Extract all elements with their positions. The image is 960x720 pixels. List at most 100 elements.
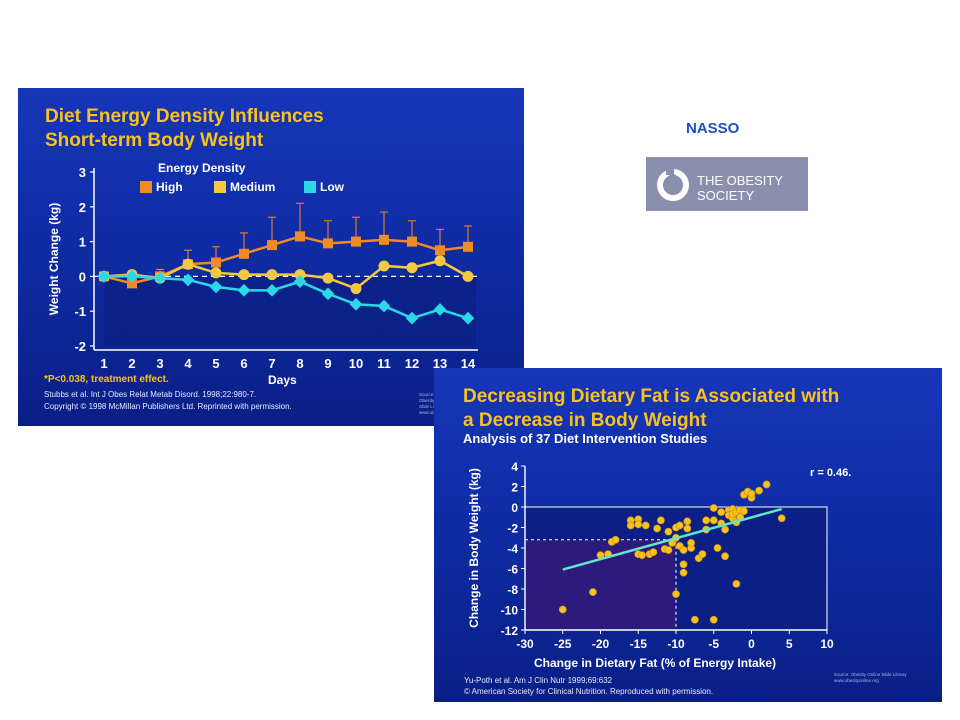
scatter-point bbox=[713, 544, 722, 552]
point-medium bbox=[238, 269, 250, 281]
point-medium bbox=[350, 283, 362, 295]
chart2-x-tick-label: 10 bbox=[820, 637, 834, 651]
point-high bbox=[379, 234, 389, 245]
chart2-source: Source: Obesity Online Slide Library www… bbox=[834, 672, 907, 683]
scatter-point bbox=[626, 521, 635, 530]
point-high bbox=[463, 241, 473, 252]
chart1-x-tick-label: 6 bbox=[240, 356, 247, 371]
point-high bbox=[239, 248, 249, 259]
point-low bbox=[461, 311, 475, 325]
point-low bbox=[377, 299, 391, 313]
point-low bbox=[97, 270, 111, 283]
point-low bbox=[209, 280, 223, 294]
point-high bbox=[435, 245, 445, 256]
point-low bbox=[405, 311, 419, 325]
chart1-x-tick-label: 1 bbox=[100, 356, 107, 371]
chart2-xlabel: Change in Dietary Fat (% of Energy Intak… bbox=[534, 656, 777, 670]
scatter-point bbox=[709, 504, 718, 512]
chart2-y-tick-label: -2 bbox=[507, 522, 518, 536]
point-low bbox=[125, 270, 139, 283]
chart2-copyright: © American Society for Clinical Nutritio… bbox=[464, 687, 714, 696]
chart2-y-tick-label: 4 bbox=[511, 460, 518, 474]
chart2-x-tick-label: -5 bbox=[708, 637, 719, 651]
point-medium bbox=[182, 258, 194, 270]
point-medium bbox=[322, 272, 334, 284]
scatter-point bbox=[679, 546, 688, 554]
chart1-significance-note: *P<0.038, treatment effect. bbox=[44, 374, 169, 385]
chart1-y-tick-label: 2 bbox=[79, 200, 86, 215]
chart1-citation: Stubbs et al. Int J Obes Relat Metab Dis… bbox=[44, 390, 257, 399]
scatter-point bbox=[634, 520, 643, 529]
chart2-r-value: r = 0.46. bbox=[810, 467, 852, 479]
point-high bbox=[323, 238, 333, 249]
scatter-point bbox=[747, 489, 756, 498]
point-medium bbox=[462, 270, 474, 282]
chart1-x-tick-label: 5 bbox=[212, 356, 219, 371]
chart1-y-tick-label: -2 bbox=[74, 339, 86, 354]
chart1-x-tick-label: 4 bbox=[184, 356, 192, 371]
chart1-negative-region bbox=[104, 276, 476, 346]
point-high bbox=[407, 236, 417, 247]
chart2-trend-line bbox=[562, 507, 783, 571]
point-low bbox=[265, 283, 279, 297]
logo-text-line1: THE OBESITY bbox=[697, 173, 783, 188]
scatter-point bbox=[656, 516, 665, 525]
point-low bbox=[153, 271, 167, 285]
scatter-point bbox=[558, 605, 567, 614]
scatter-point bbox=[709, 615, 718, 624]
legend-medium: Medium bbox=[214, 180, 275, 194]
scatter-point bbox=[679, 560, 688, 569]
chart1-x-tick-label: 7 bbox=[268, 356, 275, 371]
chart2-x-tick-label: 0 bbox=[748, 637, 755, 651]
chart2-x-tick-label: -15 bbox=[630, 637, 648, 651]
scatter-point bbox=[675, 521, 684, 530]
chart1-x-tick-label: 11 bbox=[377, 356, 391, 371]
chart2-title-line2: a Decrease in Body Weight bbox=[463, 410, 707, 431]
chart2-y-tick-label: -10 bbox=[501, 604, 519, 618]
scatter-point bbox=[683, 524, 692, 533]
point-low bbox=[293, 275, 307, 288]
scatter-point bbox=[698, 550, 707, 559]
scatter-point bbox=[672, 590, 680, 599]
point-low bbox=[349, 297, 363, 311]
legend-low-swatch bbox=[304, 181, 316, 193]
chart1-x-tick-label: 3 bbox=[156, 356, 163, 371]
point-low bbox=[237, 283, 251, 297]
chart1-title-line2: Short-term Body Weight bbox=[45, 130, 264, 151]
scatter-point bbox=[683, 517, 692, 526]
point-medium bbox=[266, 269, 278, 281]
chart1-x-tick-label: 8 bbox=[296, 356, 303, 371]
scatter-point bbox=[762, 480, 771, 489]
dietary-fat-chart-panel: Decreasing Dietary Fat is Associated wit… bbox=[434, 368, 942, 702]
chart1-y-tick-label: 3 bbox=[79, 165, 86, 180]
scatter-point bbox=[709, 516, 718, 525]
chart2-y-tick-label: -4 bbox=[507, 542, 518, 556]
point-medium bbox=[210, 267, 222, 279]
chart1-y-tick-label: -1 bbox=[74, 304, 86, 319]
point-medium bbox=[434, 255, 446, 267]
point-high bbox=[211, 257, 221, 268]
legend-low-label: Low bbox=[320, 180, 344, 194]
chart2-x-tick-label: -20 bbox=[592, 637, 610, 651]
chart1-x-tick-label: 2 bbox=[128, 356, 135, 371]
scatter-point bbox=[717, 508, 726, 517]
chart2-y-tick-label: -8 bbox=[507, 583, 518, 597]
chart1-copyright: Copyright © 1998 McMillan Publishers Ltd… bbox=[44, 402, 292, 411]
chart2-x-tick-label: 5 bbox=[786, 637, 793, 651]
chart2-y-tick-label: -6 bbox=[507, 563, 518, 577]
chart2-x-tick-label: -10 bbox=[667, 637, 685, 651]
legend-high: High bbox=[140, 180, 183, 194]
chart2-citation: Yu-Poth et al. Am J Clin Nutr 1999;69:63… bbox=[464, 676, 613, 685]
scatter-point bbox=[702, 516, 711, 525]
scatter-point bbox=[638, 551, 646, 560]
chart1-x-tick-label: 12 bbox=[405, 356, 419, 371]
point-medium bbox=[294, 269, 306, 281]
point-low bbox=[321, 287, 335, 301]
scatter-point bbox=[589, 588, 597, 596]
obesity-society-logo: THE OBESITY SOCIETY bbox=[646, 157, 808, 211]
chart2-x-tick-label: -25 bbox=[554, 637, 572, 651]
chart2-y-tick-label: 2 bbox=[511, 481, 518, 495]
point-high bbox=[351, 236, 361, 247]
scatter-point bbox=[721, 552, 729, 561]
